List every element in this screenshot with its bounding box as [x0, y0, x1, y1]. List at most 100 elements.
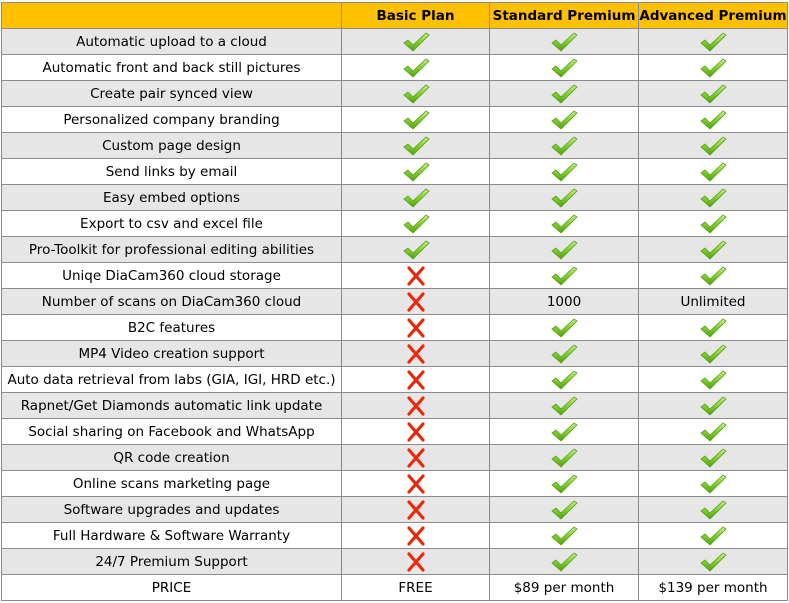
- check-mark-icon: [698, 161, 728, 183]
- check-mark-icon: [698, 473, 728, 495]
- plan-cell-standard: [489, 314, 639, 341]
- check-mark-icon: [698, 369, 728, 391]
- check-mark-icon: [698, 499, 728, 521]
- plan-cell-basic: [341, 28, 490, 55]
- check-mark-icon: [549, 317, 579, 339]
- check-mark-icon: [549, 421, 579, 443]
- plan-cell-standard: 1000: [489, 288, 639, 315]
- price-label: PRICE: [1, 574, 342, 601]
- plan-cell-standard: [489, 54, 639, 81]
- feature-label: Uniqe DiaCam360 cloud storage: [1, 262, 342, 289]
- feature-label: Send links by email: [1, 158, 342, 185]
- plan-header-standard: Standard Premium: [489, 2, 639, 29]
- check-mark-icon: [698, 187, 728, 209]
- plan-cell-advanced: [638, 80, 788, 107]
- cross-mark-icon: [401, 317, 431, 339]
- plan-cell-advanced: [638, 470, 788, 497]
- plan-cell-basic: [341, 496, 490, 523]
- check-mark-icon: [549, 551, 579, 573]
- cross-mark-icon: [401, 265, 431, 287]
- feature-label: MP4 Video creation support: [1, 340, 342, 367]
- plan-cell-basic: [341, 522, 490, 549]
- plan-value: Unlimited: [680, 293, 746, 310]
- feature-label: Pro-Toolkit for professional editing abi…: [1, 236, 342, 263]
- table-row: Full Hardware & Software Warranty: [1, 522, 788, 549]
- feature-label: Personalized company branding: [1, 106, 342, 133]
- check-mark-icon: [698, 135, 728, 157]
- feature-label: 24/7 Premium Support: [1, 548, 342, 575]
- plan-cell-basic: [341, 470, 490, 497]
- check-mark-icon: [401, 57, 431, 79]
- plan-cell-basic: [341, 366, 490, 393]
- plan-cell-advanced: [638, 314, 788, 341]
- plan-header-basic: Basic Plan: [341, 2, 490, 29]
- plan-cell-standard: [489, 522, 639, 549]
- plan-cell-advanced: [638, 522, 788, 549]
- plan-cell-basic: [341, 444, 490, 471]
- feature-label: Easy embed options: [1, 184, 342, 211]
- table-row: Number of scans on DiaCam360 cloud 1000 Un…: [1, 288, 788, 315]
- check-mark-icon: [401, 135, 431, 157]
- plan-cell-advanced: [638, 106, 788, 133]
- table-row: Personalized company branding: [1, 106, 788, 133]
- table-row: 24/7 Premium Support: [1, 548, 788, 575]
- plan-cell-basic: [341, 210, 490, 237]
- feature-label: Auto data retrieval from labs (GIA, IGI,…: [1, 366, 342, 393]
- cross-mark-icon: [401, 473, 431, 495]
- plan-cell-basic: [341, 54, 490, 81]
- plan-cell-standard: [489, 496, 639, 523]
- feature-label: Automatic upload to a cloud: [1, 28, 342, 55]
- check-mark-icon: [698, 395, 728, 417]
- plan-cell-advanced: [638, 366, 788, 393]
- table-row: Export to csv and excel file: [1, 210, 788, 237]
- check-mark-icon: [549, 499, 579, 521]
- plan-cell-basic: [341, 184, 490, 211]
- check-mark-icon: [549, 395, 579, 417]
- check-mark-icon: [549, 135, 579, 157]
- cross-mark-icon: [401, 551, 431, 573]
- table-row: Custom page design: [1, 132, 788, 159]
- check-mark-icon: [401, 161, 431, 183]
- plan-value: 1000: [546, 293, 582, 310]
- check-mark-icon: [698, 343, 728, 365]
- check-mark-icon: [401, 31, 431, 53]
- check-mark-icon: [549, 83, 579, 105]
- plan-cell-advanced: [638, 54, 788, 81]
- plan-cell-basic: [341, 132, 490, 159]
- check-mark-icon: [698, 421, 728, 443]
- check-mark-icon: [698, 83, 728, 105]
- plan-cell-basic: [341, 158, 490, 185]
- plan-cell-standard: [489, 132, 639, 159]
- table-row: Send links by email: [1, 158, 788, 185]
- plan-cell-standard: [489, 210, 639, 237]
- plan-cell-basic: [341, 106, 490, 133]
- plan-cell-basic: [341, 548, 490, 575]
- check-mark-icon: [401, 213, 431, 235]
- plan-cell-standard: [489, 28, 639, 55]
- plan-cell-advanced: [638, 262, 788, 289]
- price-row: PRICE FREE $89 per month $139 per month: [1, 574, 788, 601]
- feature-label: Export to csv and excel file: [1, 210, 342, 237]
- table-row: Pro-Toolkit for professional editing abi…: [1, 236, 788, 263]
- table-row: Software upgrades and updates: [1, 496, 788, 523]
- cross-mark-icon: [401, 447, 431, 469]
- plan-header-advanced: Advanced Premium: [638, 2, 788, 29]
- plan-cell-advanced: [638, 444, 788, 471]
- table-row: Easy embed options: [1, 184, 788, 211]
- check-mark-icon: [549, 187, 579, 209]
- check-mark-icon: [549, 265, 579, 287]
- cross-mark-icon: [401, 343, 431, 365]
- price-basic: FREE: [341, 574, 490, 601]
- check-mark-icon: [549, 525, 579, 547]
- header-row: Basic Plan Standard Premium Advanced Pre…: [1, 2, 788, 29]
- cross-mark-icon: [401, 369, 431, 391]
- cross-mark-icon: [401, 421, 431, 443]
- check-mark-icon: [549, 109, 579, 131]
- check-mark-icon: [698, 31, 728, 53]
- check-mark-icon: [549, 343, 579, 365]
- plan-cell-advanced: [638, 340, 788, 367]
- table-row: Rapnet/Get Diamonds automatic link updat…: [1, 392, 788, 419]
- plan-cell-basic: [341, 80, 490, 107]
- plan-cell-standard: [489, 470, 639, 497]
